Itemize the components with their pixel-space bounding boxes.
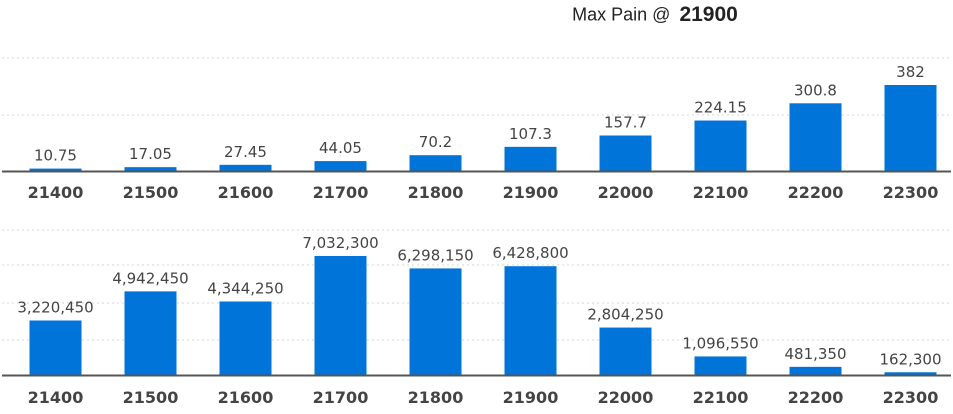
bottom-value-label-21800: 6,298,150 [397, 246, 473, 264]
bottom-tick-label-22100: 22100 [693, 388, 749, 407]
top-tick-label-22200: 22200 [788, 183, 844, 202]
top-tick-label-21800: 21800 [408, 183, 464, 202]
bottom-bar-22300 [884, 372, 937, 375]
bottom-value-label-22200: 481,350 [784, 345, 846, 363]
bottom-tick-label-21600: 21600 [218, 388, 274, 407]
bottom-bar-22100 [694, 356, 747, 375]
top-value-label-22100: 224.15 [694, 99, 747, 117]
bottom-tick-label-21500: 21500 [123, 388, 179, 407]
bottom-tick-label-22200: 22200 [788, 388, 844, 407]
top-bar-21900 [504, 146, 557, 171]
bottom-tick-label-21800: 21800 [408, 388, 464, 407]
bottom-value-label-21500: 4,942,450 [112, 269, 188, 287]
bottom-bar-21800 [409, 268, 462, 375]
top-value-label-22300: 382 [896, 63, 925, 81]
bottom-value-label-22000: 2,804,250 [587, 306, 663, 324]
top-bar-21600 [219, 164, 272, 171]
bottom-value-label-21400: 3,220,450 [17, 299, 93, 317]
top-tick-label-22300: 22300 [883, 183, 939, 202]
top-value-label-21500: 17.05 [129, 145, 172, 163]
top-bar-21700 [314, 161, 367, 171]
top-tick-label-21400: 21400 [28, 183, 84, 202]
chart-title: Max Pain @ 21900 [0, 3, 953, 27]
top-tick-label-21700: 21700 [313, 183, 369, 202]
top-bar-22200 [789, 103, 842, 171]
bottom-tick-label-22000: 22000 [598, 388, 654, 407]
top-value-label-21900: 107.3 [509, 125, 552, 143]
max-pain-label: Max Pain @ [572, 4, 671, 25]
top-bar-21500 [124, 167, 177, 171]
bottom-value-label-22300: 162,300 [879, 350, 941, 368]
bottom-tick-label-21700: 21700 [313, 388, 369, 407]
bottom-value-label-21600: 4,344,250 [207, 279, 283, 297]
top-bar-22300 [884, 85, 937, 171]
max-pain-strike: 21900 [679, 3, 738, 26]
bottom-tick-label-22300: 22300 [883, 388, 939, 407]
bottom-value-label-21700: 7,032,300 [302, 234, 378, 252]
top-tick-label-22100: 22100 [693, 183, 749, 202]
top-value-label-22000: 157.7 [604, 113, 647, 131]
top-value-label-21600: 27.45 [224, 143, 267, 161]
top-value-label-22200: 300.8 [794, 81, 837, 99]
top-tick-label-21600: 21600 [218, 183, 274, 202]
top-tick-label-22000: 22000 [598, 183, 654, 202]
bottom-bar-22200 [789, 366, 842, 375]
top-value-label-21800: 70.2 [419, 133, 452, 151]
bottom-bar-21700 [314, 256, 367, 375]
bottom-bar-21600 [219, 301, 272, 375]
top-value-label-21400: 10.75 [34, 147, 77, 165]
bottom-tick-label-21900: 21900 [503, 388, 559, 407]
top-bar-22000 [599, 135, 652, 171]
bottom-bar-21400 [29, 320, 82, 375]
bottom-bar-21500 [124, 291, 177, 375]
bottom-value-label-22100: 1,096,550 [682, 334, 758, 352]
bottom-bar-22000 [599, 327, 652, 375]
bottom-tick-label-21400: 21400 [28, 388, 84, 407]
top-bar-22100 [694, 120, 747, 171]
top-bar-21400 [29, 168, 82, 171]
top-value-label-21700: 44.05 [319, 139, 362, 157]
top-tick-label-21900: 21900 [503, 183, 559, 202]
bottom-bar-21900 [504, 266, 557, 375]
top-tick-label-21500: 21500 [123, 183, 179, 202]
bottom-value-label-21900: 6,428,800 [492, 244, 568, 262]
top-bar-21800 [409, 155, 462, 171]
